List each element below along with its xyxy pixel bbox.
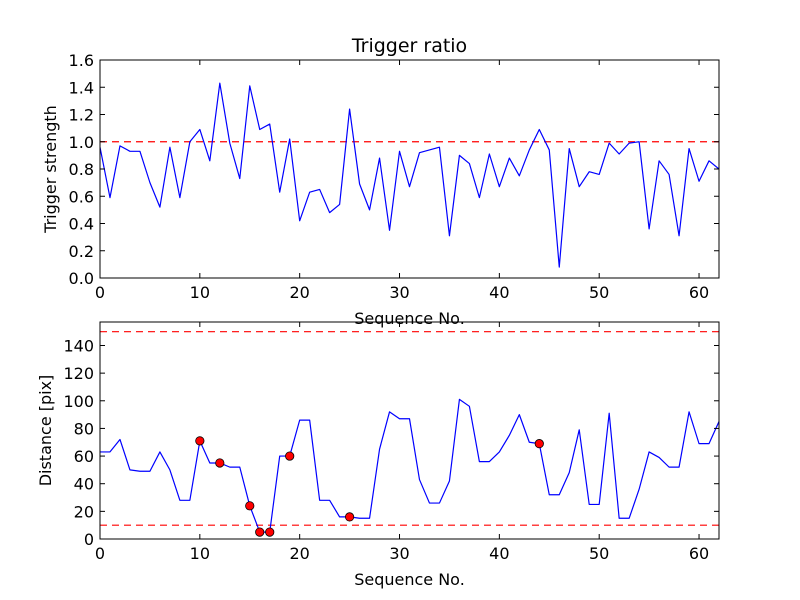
- highlight-point: [534, 439, 544, 449]
- plot-area: [100, 331, 719, 537]
- x-tick-label: 30: [389, 283, 409, 302]
- y-tick-label: 0.4: [69, 215, 94, 234]
- x-tick-label: 20: [289, 544, 309, 563]
- series-line: [100, 82, 719, 268]
- x-tick-label: 40: [489, 283, 509, 302]
- x-tick-label: 0: [95, 544, 105, 563]
- y-tick-label: 20: [74, 502, 94, 521]
- highlight-point: [195, 436, 205, 446]
- x-tick-label: 10: [190, 544, 210, 563]
- ticks: 0 10 20 30 40 50 60 0 20 40 60 80 100 120 140: [63, 322, 719, 563]
- highlight-point: [285, 451, 295, 461]
- y-axis-label: Trigger strength: [41, 105, 60, 234]
- y-tick-label: 100: [63, 392, 94, 411]
- x-tick-label: 60: [689, 283, 709, 302]
- x-tick-label: 10: [190, 283, 210, 302]
- y-tick-label: 120: [63, 364, 94, 383]
- x-tick-label: 50: [589, 544, 609, 563]
- y-tick-label: 40: [74, 475, 94, 494]
- axes-frame: [99, 321, 720, 540]
- series-line: [100, 398, 719, 533]
- y-tick-label: 0.6: [69, 187, 94, 206]
- x-tick-label: 60: [689, 544, 709, 563]
- y-tick-label: 1.6: [69, 51, 94, 70]
- distance-chart: 0 10 20 30 40 50 60 0 20 40 60 80 100 120 140 Sequence…: [36, 321, 720, 589]
- y-tick-label: 1.4: [69, 78, 94, 97]
- y-tick-label: 60: [74, 447, 94, 466]
- highlight-point: [245, 501, 255, 511]
- x-tick-label: 30: [389, 544, 409, 563]
- plot-area: [100, 82, 719, 268]
- y-tick-label: 80: [74, 419, 94, 438]
- highlight-point: [265, 527, 275, 537]
- x-axis-label: Sequence No.: [354, 570, 465, 589]
- chart-title: Trigger ratio: [351, 35, 467, 57]
- highlight-point: [344, 512, 355, 522]
- y-tick-label: 0.8: [69, 160, 94, 179]
- x-axis-label: Sequence No.: [354, 309, 465, 328]
- highlight-point: [255, 527, 265, 537]
- y-tick-label: 1.0: [69, 133, 94, 152]
- x-tick-label: 0: [95, 283, 105, 302]
- x-tick-label: 20: [289, 283, 309, 302]
- y-tick-label: 0.0: [69, 269, 94, 288]
- x-tick-label: 50: [589, 283, 609, 302]
- y-tick-label: 1.2: [69, 106, 94, 125]
- highlight-point: [215, 458, 225, 468]
- y-tick-label: 0.2: [69, 242, 94, 261]
- y-axis-label: Distance [pix]: [36, 375, 55, 487]
- ticks: 0 10 20 30 40 50 60 0.0 0.2 0.4 0.6 0.8 1.0 1.2 1.4 1.6: [69, 51, 719, 302]
- y-tick-label: 140: [63, 336, 94, 355]
- y-tick-label: 0: [84, 530, 94, 549]
- trigger-ratio-chart: Trigger ratio 0 10 20 30 40 50 600.00.20.40.60…: [41, 35, 720, 328]
- x-tick-label: 40: [489, 544, 509, 563]
